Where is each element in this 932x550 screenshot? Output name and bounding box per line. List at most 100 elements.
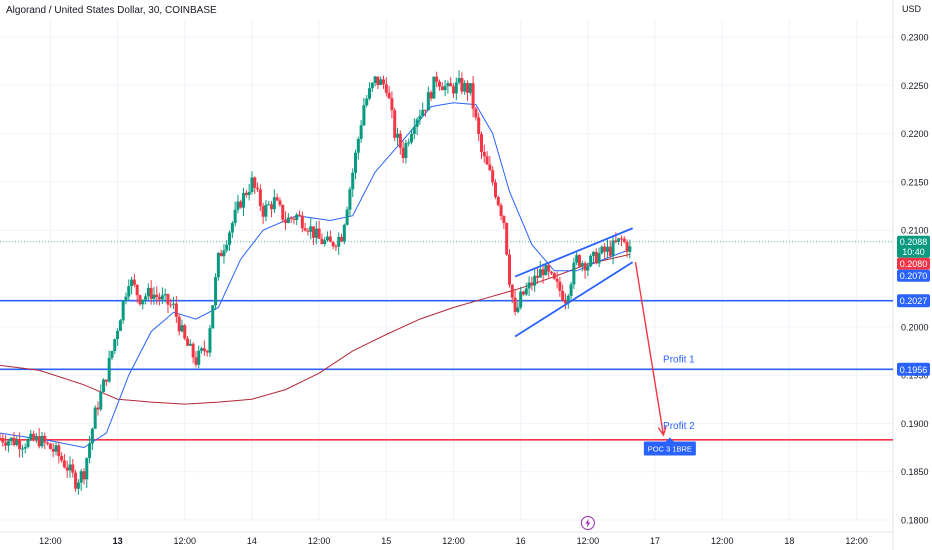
candle — [132, 274, 136, 288]
candle — [396, 127, 400, 146]
candle — [79, 468, 83, 491]
candle-body — [48, 443, 52, 449]
projection-arrow-head — [657, 426, 667, 437]
candle — [12, 432, 16, 447]
candle-body — [163, 294, 167, 296]
candle — [228, 230, 232, 252]
candle — [628, 239, 632, 259]
candle-body — [0, 437, 2, 439]
candle — [530, 276, 534, 291]
candle — [410, 129, 414, 145]
candle — [295, 212, 299, 225]
candle-body — [186, 338, 190, 346]
candle — [561, 284, 565, 302]
candle — [34, 433, 38, 444]
candle — [15, 436, 19, 447]
candle-body — [202, 348, 206, 352]
candle-body — [208, 328, 212, 353]
last-price-countdown: 10:40 — [902, 247, 925, 257]
candle-body — [71, 464, 75, 473]
candle-body — [320, 238, 324, 245]
candle-body — [496, 196, 500, 206]
candle-body — [20, 448, 24, 450]
candle — [465, 80, 469, 101]
candle — [174, 295, 178, 324]
candle-body — [242, 192, 246, 208]
candle-body — [12, 437, 16, 446]
candle-body — [146, 287, 150, 297]
candle-body — [214, 277, 218, 306]
candle — [51, 443, 55, 458]
candle — [418, 109, 422, 125]
candle — [575, 252, 579, 266]
candle-body — [284, 219, 288, 223]
candle-body — [446, 83, 450, 87]
candle — [424, 109, 428, 117]
candle — [289, 216, 293, 223]
candle — [6, 438, 10, 453]
candle — [247, 183, 251, 201]
candle — [177, 313, 181, 336]
candle-body — [359, 125, 363, 139]
candle-body — [608, 246, 612, 256]
candle — [90, 427, 94, 451]
candle-body — [583, 263, 587, 271]
candle-body — [577, 255, 581, 267]
candle — [468, 83, 472, 96]
candle-body — [278, 200, 282, 205]
candle-body — [177, 316, 181, 332]
candle-body — [605, 246, 609, 252]
candle — [362, 97, 366, 127]
candle — [477, 112, 481, 142]
lightning-icon[interactable] — [580, 516, 595, 530]
candle-body — [295, 214, 299, 220]
candle — [524, 282, 528, 297]
candle-body — [597, 253, 601, 264]
candle — [309, 218, 313, 240]
price-tick-label: 0.1900 — [901, 419, 929, 429]
candle — [365, 94, 369, 108]
candle — [314, 221, 318, 245]
candle — [256, 182, 260, 193]
candle — [166, 293, 170, 313]
candle-body — [438, 81, 442, 87]
candle — [180, 319, 184, 333]
candle-body — [384, 84, 388, 93]
candle — [261, 202, 265, 224]
candle — [138, 294, 142, 306]
candle — [275, 193, 279, 202]
candle-body — [600, 246, 604, 254]
candle-body — [96, 407, 100, 410]
candle-body — [507, 254, 511, 285]
candle — [46, 441, 50, 446]
candle-body — [510, 284, 514, 298]
candle — [340, 233, 344, 243]
candle — [328, 230, 332, 243]
candle-body — [191, 343, 195, 358]
candle-body — [622, 238, 626, 243]
candle — [493, 179, 497, 200]
candle — [317, 220, 321, 239]
candle-body — [513, 297, 517, 312]
candle — [169, 298, 173, 309]
candle-body — [174, 303, 178, 317]
candle-body — [300, 215, 304, 229]
time-tick-label: 16 — [516, 536, 526, 546]
grid — [0, 20, 893, 522]
candle-body — [102, 379, 106, 392]
candle — [99, 384, 103, 412]
candle — [239, 199, 243, 209]
poc-box — [643, 441, 696, 456]
candle-body — [194, 357, 198, 365]
candle-body — [451, 86, 455, 94]
candle-body — [88, 443, 92, 459]
candle — [1, 434, 5, 447]
candle-body — [272, 197, 276, 210]
candle-body — [99, 391, 103, 410]
candle — [85, 457, 89, 488]
candle-body — [169, 304, 173, 306]
candle-body — [244, 192, 248, 196]
candle — [625, 239, 629, 258]
candle — [451, 83, 455, 98]
